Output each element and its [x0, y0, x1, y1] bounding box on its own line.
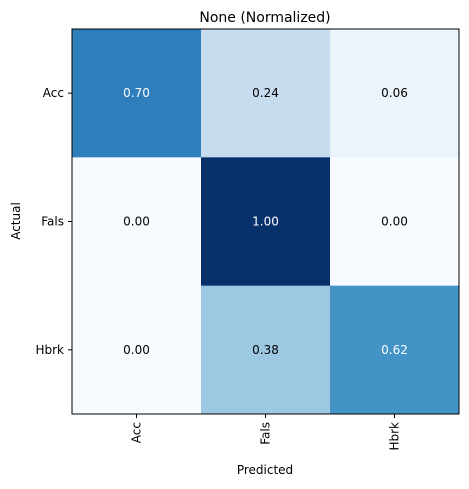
heatmap-cell — [330, 29, 460, 158]
heatmap-cell — [201, 29, 331, 158]
cell-value-label: 0.00 — [123, 215, 150, 229]
cell-value-label: 0.38 — [252, 343, 279, 357]
heatmap-cells: 0.70 0.24 0.06 0.00 1.00 0.00 0.00 0.38 0.62 — [72, 29, 460, 415]
cell-value-label: 0.00 — [381, 215, 408, 229]
heatmap-cell — [330, 157, 460, 287]
cell-value-label: 0.06 — [381, 86, 408, 100]
y-axis-label: Actual — [9, 202, 23, 240]
x-axis-ticks: Acc Fals Hbrk — [130, 414, 402, 451]
x-tick-label: Fals — [259, 422, 273, 445]
heatmap-cell — [72, 29, 202, 158]
y-axis-ticks: Acc Fals Hbrk — [35, 86, 72, 357]
cell-value-label: 0.00 — [123, 343, 150, 357]
y-tick-label: Acc — [43, 86, 64, 100]
cell-value-label: 0.62 — [381, 343, 408, 357]
heatmap-cell — [201, 157, 331, 287]
x-axis-label: Predicted — [237, 463, 293, 477]
heatmap-cell — [330, 285, 460, 415]
cell-value-label: 1.00 — [252, 215, 279, 229]
x-tick-label: Acc — [130, 422, 144, 443]
heatmap-cell — [201, 285, 331, 415]
y-tick-label: Fals — [41, 215, 64, 229]
heatmap-cell — [72, 157, 202, 287]
y-tick-label: Hbrk — [35, 343, 64, 357]
chart-title: None (Normalized) — [199, 10, 330, 26]
x-tick-label: Hbrk — [388, 422, 402, 451]
cell-value-label: 0.24 — [252, 86, 279, 100]
heatmap-cell — [72, 285, 202, 415]
cell-value-label: 0.70 — [123, 86, 150, 100]
